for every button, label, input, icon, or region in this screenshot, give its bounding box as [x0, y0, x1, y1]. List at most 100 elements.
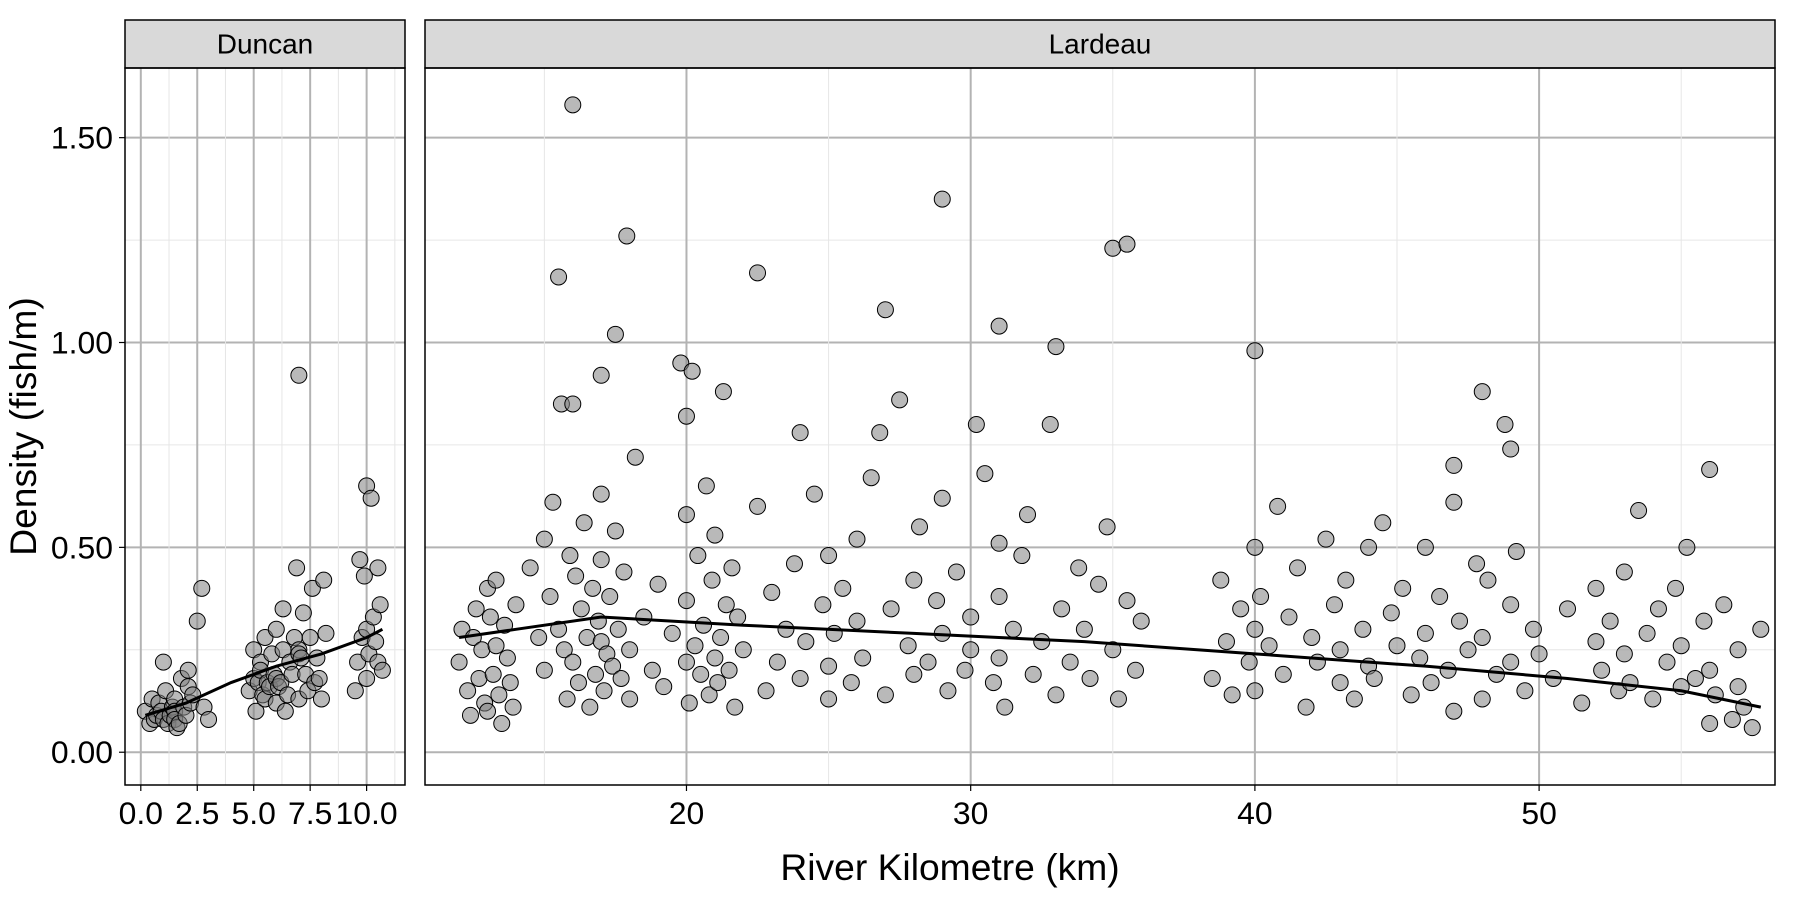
data-point: [565, 97, 581, 113]
data-point: [275, 601, 291, 617]
data-point: [573, 601, 589, 617]
data-point: [906, 572, 922, 588]
data-point: [1588, 580, 1604, 596]
data-point: [1446, 457, 1462, 473]
data-point: [1389, 638, 1405, 654]
data-point: [1062, 654, 1078, 670]
data-point: [835, 580, 851, 596]
data-point: [1204, 670, 1220, 686]
data-point: [798, 634, 814, 650]
data-point: [1588, 634, 1604, 650]
data-point: [1128, 662, 1144, 678]
data-point: [1119, 593, 1135, 609]
data-point: [545, 494, 561, 510]
data-point: [1525, 621, 1541, 637]
data-point: [713, 630, 729, 646]
data-point: [644, 662, 660, 678]
data-point: [730, 609, 746, 625]
data-point: [1099, 519, 1115, 535]
facet-label: Duncan: [217, 29, 314, 60]
data-point: [607, 523, 623, 539]
data-point: [821, 548, 837, 564]
data-point: [536, 662, 552, 678]
data-point: [268, 621, 284, 637]
data-point: [678, 408, 694, 424]
data-point: [1645, 691, 1661, 707]
data-point: [1332, 642, 1348, 658]
panel-duncan: Duncan0.02.55.07.510.0: [119, 20, 405, 831]
data-point: [1744, 720, 1760, 736]
data-point: [957, 662, 973, 678]
data-point: [968, 416, 984, 432]
data-point: [1133, 613, 1149, 629]
data-point: [877, 687, 893, 703]
data-point: [849, 531, 865, 547]
data-point: [277, 703, 293, 719]
data-point: [289, 560, 305, 576]
data-point: [189, 613, 205, 629]
data-point: [536, 531, 552, 547]
data-point: [991, 589, 1007, 605]
data-point: [1687, 670, 1703, 686]
data-point: [1281, 609, 1297, 625]
data-point: [593, 486, 609, 502]
data-point: [607, 326, 623, 342]
data-point: [1517, 683, 1533, 699]
scatter-points: [137, 367, 390, 735]
data-point: [505, 699, 521, 715]
data-point: [650, 576, 666, 592]
data-point: [786, 556, 802, 572]
data-point: [1119, 236, 1135, 252]
data-point: [900, 638, 916, 654]
data-point: [727, 699, 743, 715]
density-vs-km-chart: Density (fish/m)River Kilometre (km)0.00…: [0, 0, 1800, 900]
x-tick-label: 30: [953, 795, 989, 831]
data-point: [1395, 580, 1411, 596]
data-point: [929, 593, 945, 609]
data-point: [565, 654, 581, 670]
data-point: [1034, 634, 1050, 650]
data-point: [678, 507, 694, 523]
data-point: [1560, 601, 1576, 617]
data-point: [1639, 625, 1655, 641]
data-point: [593, 367, 609, 383]
data-point: [1091, 576, 1107, 592]
data-point: [602, 589, 618, 605]
data-point: [843, 675, 859, 691]
data-point: [585, 580, 601, 596]
data-point: [468, 601, 484, 617]
data-point: [1673, 638, 1689, 654]
data-point: [313, 691, 329, 707]
data-point: [1233, 601, 1249, 617]
data-point: [1054, 601, 1070, 617]
data-point: [1298, 699, 1314, 715]
data-point: [849, 613, 865, 629]
data-point: [1503, 654, 1519, 670]
data-point: [1702, 716, 1718, 732]
data-point: [201, 711, 217, 727]
data-point: [1440, 662, 1456, 678]
data-point: [1659, 654, 1675, 670]
data-point: [1338, 572, 1354, 588]
data-point: [1275, 666, 1291, 682]
data-point: [1270, 498, 1286, 514]
data-point: [715, 384, 731, 400]
data-point: [1702, 662, 1718, 678]
x-tick-label: 50: [1521, 795, 1557, 831]
data-point: [1503, 441, 1519, 457]
data-point: [1724, 711, 1740, 727]
data-point: [1383, 605, 1399, 621]
panel-lardeau: Lardeau20304050: [425, 20, 1775, 831]
x-tick-label: 20: [669, 795, 705, 831]
data-point: [724, 560, 740, 576]
data-point: [948, 564, 964, 580]
data-point: [316, 572, 332, 588]
data-point: [1531, 646, 1547, 662]
scatter-points: [451, 97, 1769, 736]
data-point: [295, 605, 311, 621]
data-point: [502, 675, 518, 691]
data-point: [499, 650, 515, 666]
data-point: [180, 662, 196, 678]
data-point: [1247, 621, 1263, 637]
data-point: [1650, 601, 1666, 617]
